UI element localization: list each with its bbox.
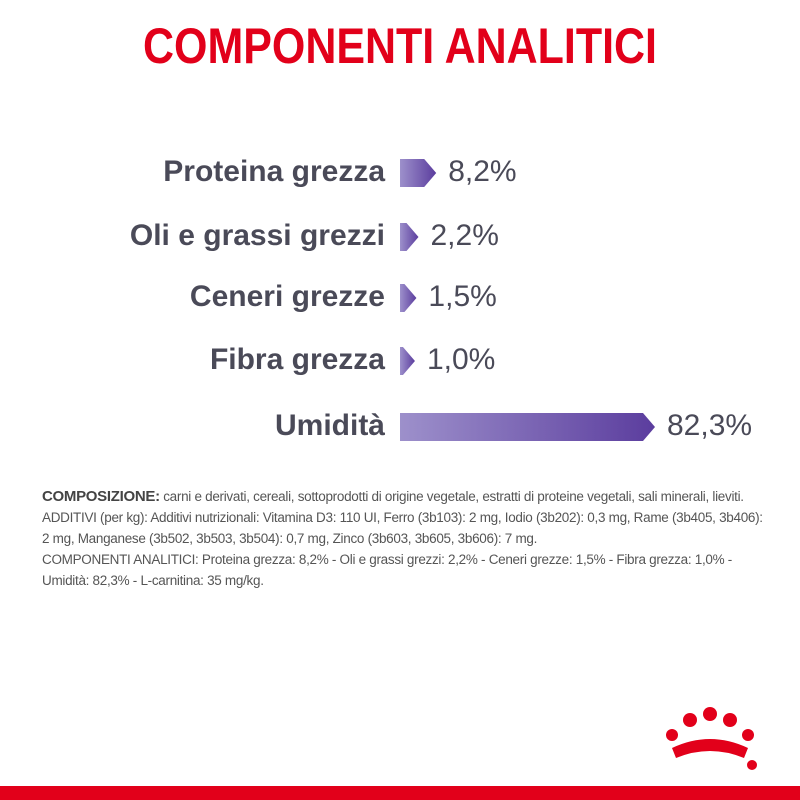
analytic: COMPONENTI ANALITICI: Proteina grezza: 8… [42,552,732,588]
composition-text: carni e derivati, cereali, sottoprodotti… [163,489,744,504]
category-label: Ceneri grezze [190,280,385,313]
composition: COMPOSIZIONE: carni e derivati, cereali,… [42,486,768,591]
composition-line: COMPOSIZIONE: carni e derivati, cereali,… [42,486,768,507]
bar [400,413,655,441]
category-label: Fibra grezza [210,343,385,376]
value-label: 8,2% [448,155,516,188]
category-label: Umidità [275,409,385,442]
value-label: 1,0% [427,343,495,376]
value-label: 82,3% [667,409,752,442]
bar [400,347,415,375]
value-label: 2,2% [430,219,498,252]
bar [400,223,419,251]
category-label: Oli e grassi grezzi [130,219,385,252]
bar [400,159,437,187]
logo [666,707,757,770]
chart-title: COMPONENTI ANALITICI [143,18,657,74]
bar [400,284,417,312]
footer-band [0,786,800,800]
composition-label: COMPOSIZIONE: [42,488,160,505]
category-label: Proteina grezza [163,155,385,188]
value-label: 1,5% [428,280,496,313]
additives: ADDITIVI (per kg): Additivi nutrizionali… [42,510,763,546]
